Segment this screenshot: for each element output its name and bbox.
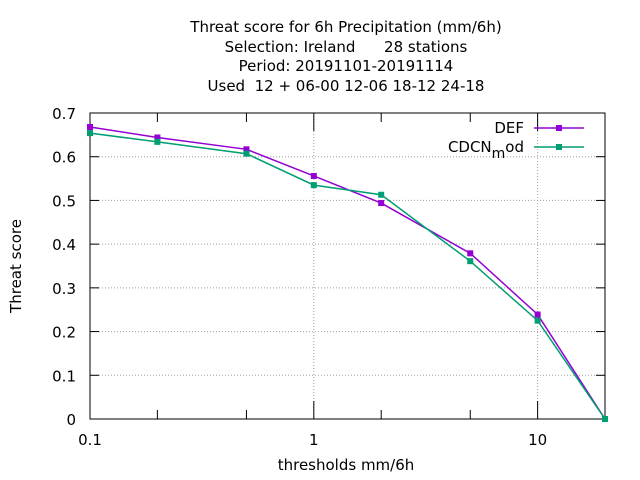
title-line-3: Period: 20191101-20191114: [239, 57, 454, 75]
x-axis-label: thresholds mm/6h: [278, 456, 415, 474]
series-0-point: [243, 146, 250, 153]
series-0-point: [534, 311, 541, 318]
y-tick-label: 0.2: [52, 324, 76, 342]
x-tick-label: 0.1: [78, 431, 102, 449]
y-tick-label: 0.7: [52, 105, 76, 123]
series-0-point: [378, 200, 385, 207]
x-tick-label: 1: [309, 431, 319, 449]
series-0-point: [87, 123, 93, 130]
plot-frame: [89, 112, 606, 420]
y-tick-label: 0.4: [52, 236, 76, 254]
legend-label-cdcnmod-sub: m: [492, 146, 506, 162]
axis-ticks: [89, 112, 606, 420]
tick-labels: 00.10.20.30.40.50.60.70.1 1 10: [52, 105, 547, 449]
title-line-1: Threat score for 6h Precipitation (mm/6h…: [189, 18, 501, 36]
series-0-point: [310, 172, 317, 179]
series-1-point: [243, 150, 250, 157]
series-0-point: [154, 134, 161, 141]
series-1-point: [467, 258, 474, 265]
y-tick-label: 0.1: [52, 367, 76, 385]
x-tick-label: 10: [528, 431, 547, 449]
title-line-4: Used 12 + 06-00 12-06 18-12 24-18: [208, 77, 485, 95]
y-tick-label: 0.6: [52, 149, 76, 167]
series-line-1: [89, 132, 606, 420]
series-line-0: [89, 126, 606, 420]
legend-label-cdcnmod-main: CDCN: [448, 138, 492, 156]
y-tick-label: 0: [66, 411, 76, 429]
y-tick-label: 0.3: [52, 280, 76, 298]
series-1-point: [310, 182, 317, 189]
legend-label-cdcnmod: CDCNmod: [448, 138, 524, 162]
series-1-point: [378, 191, 385, 198]
legend: DEF CDCNmod: [448, 119, 584, 162]
series-1-point: [154, 138, 161, 145]
legend-marker-1: [556, 144, 562, 150]
y-tick-label: 0.5: [52, 192, 76, 210]
series-1-point: [534, 317, 541, 324]
title-line-2: Selection: Ireland 28 stations: [225, 38, 468, 56]
series-layer: [87, 123, 608, 422]
series-1-point: [87, 130, 93, 137]
legend-marker-0: [556, 125, 562, 131]
legend-label-cdcnmod-rest: od: [505, 138, 524, 156]
grid: [90, 113, 605, 419]
chart-title: Threat score for 6h Precipitation (mm/6h…: [189, 18, 501, 95]
series-0-point: [467, 250, 474, 257]
series-1-point: [602, 416, 608, 422]
legend-label-def: DEF: [494, 119, 524, 137]
y-axis-label: Threat score: [7, 219, 25, 314]
